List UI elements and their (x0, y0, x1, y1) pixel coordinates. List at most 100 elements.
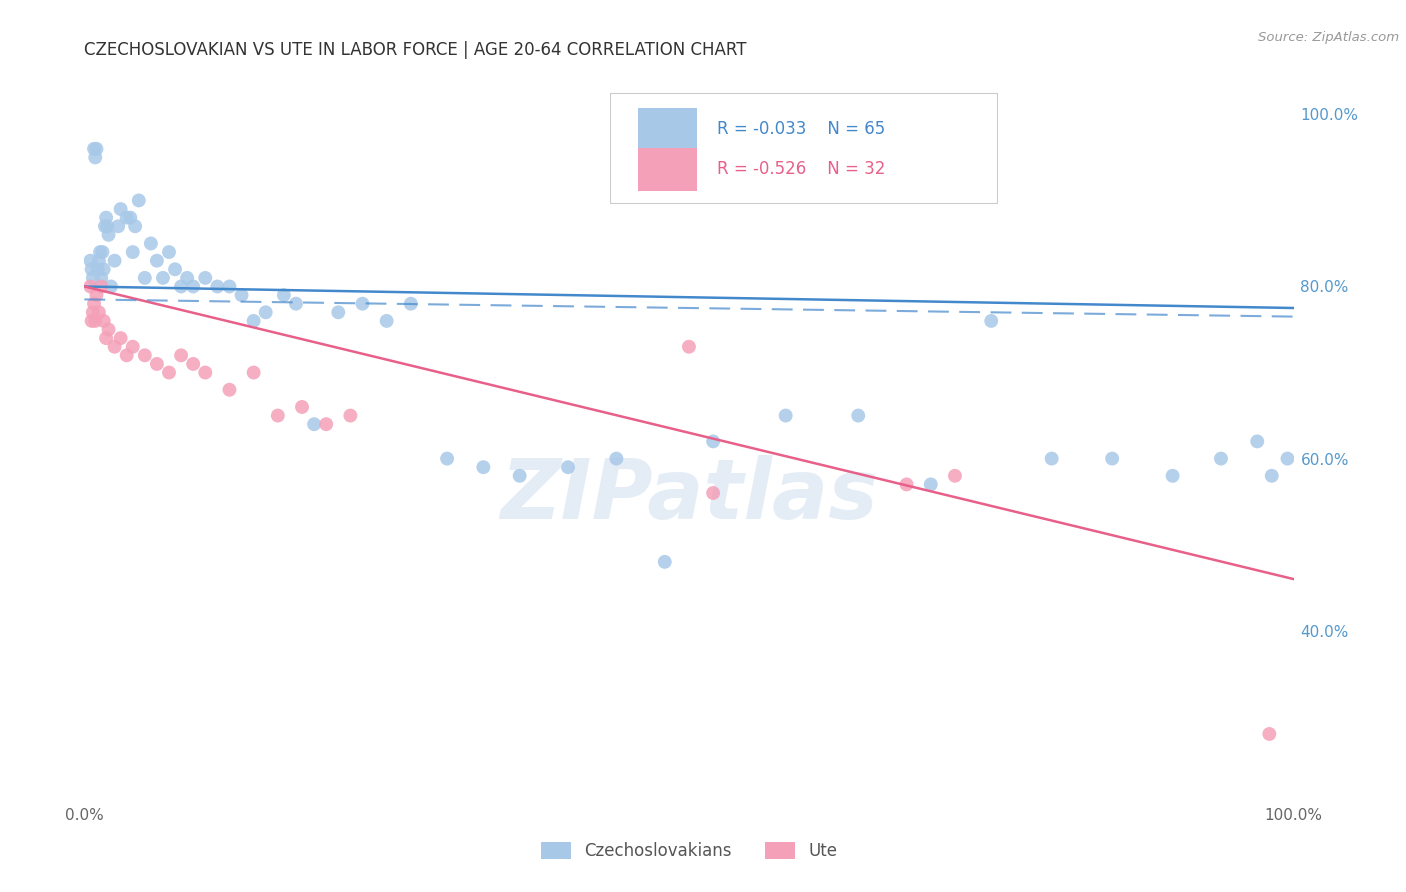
Text: R = -0.526    N = 32: R = -0.526 N = 32 (717, 160, 886, 178)
Point (181, 279, 204, 293)
Point (284, 296, 308, 310)
Point (242, 314, 264, 328)
Point (509, 468, 531, 483)
Point (328, 305, 350, 319)
Point (1261, 468, 1284, 483)
Point (218, 383, 240, 397)
Point (702, 486, 724, 500)
Point (1277, 451, 1299, 466)
Point (146, 357, 169, 371)
Point (115, 211, 138, 225)
Text: CZECHOSLOVAKIAN VS UTE IN LABOR FORCE | AGE 20-64 CORRELATION CHART: CZECHOSLOVAKIAN VS UTE IN LABOR FORCE | … (84, 41, 747, 59)
Point (83, 296, 105, 310)
Text: ZIPatlas: ZIPatlas (501, 455, 877, 536)
Point (1209, 451, 1232, 466)
Point (242, 366, 264, 380)
Point (94, 331, 117, 345)
Point (104, 340, 127, 354)
Point (352, 296, 374, 310)
Point (90, 271, 112, 285)
Point (100, 279, 122, 293)
Point (134, 348, 156, 362)
Point (436, 451, 458, 466)
Point (920, 477, 942, 491)
Point (1246, 434, 1268, 449)
Point (110, 331, 132, 345)
Point (97, 227, 120, 242)
Point (339, 409, 361, 423)
Point (86, 142, 108, 156)
Point (115, 348, 138, 362)
Point (775, 409, 797, 423)
Point (1161, 468, 1184, 483)
Point (165, 262, 187, 277)
Point (678, 340, 700, 354)
Point (218, 279, 240, 293)
Point (82, 271, 104, 285)
Point (1040, 451, 1063, 466)
Point (170, 279, 193, 293)
Point (94, 219, 117, 234)
Point (96, 219, 118, 234)
Point (79, 253, 101, 268)
Point (89, 245, 111, 260)
Point (104, 253, 127, 268)
FancyBboxPatch shape (638, 108, 697, 151)
Point (87, 253, 110, 268)
Point (181, 357, 204, 371)
Point (84, 150, 107, 164)
Point (1258, 727, 1281, 741)
Point (267, 409, 290, 423)
Point (157, 245, 180, 260)
Point (128, 194, 150, 208)
Point (107, 219, 129, 234)
Point (124, 219, 146, 234)
Point (170, 348, 193, 362)
Point (654, 555, 676, 569)
Point (702, 434, 724, 449)
Point (207, 279, 229, 293)
FancyBboxPatch shape (638, 147, 697, 191)
Point (557, 460, 579, 475)
Point (846, 409, 869, 423)
Point (82, 305, 104, 319)
Point (79, 279, 101, 293)
Point (84, 314, 107, 328)
Point (93, 262, 115, 277)
Point (90, 279, 112, 293)
Point (87, 305, 110, 319)
Text: R = -0.033    N = 65: R = -0.033 N = 65 (717, 120, 884, 138)
FancyBboxPatch shape (610, 94, 997, 203)
Point (86, 288, 108, 302)
Point (91, 245, 114, 260)
Point (80, 314, 103, 328)
Point (83, 142, 105, 156)
Point (273, 288, 295, 302)
Point (943, 468, 966, 483)
Legend: Czechoslovakians, Ute: Czechoslovakians, Ute (541, 842, 837, 860)
Point (152, 271, 174, 285)
Point (194, 271, 217, 285)
Point (157, 366, 180, 380)
Point (980, 314, 1002, 328)
Point (134, 271, 156, 285)
Point (97, 322, 120, 336)
Point (231, 288, 253, 302)
Point (375, 314, 398, 328)
Point (121, 245, 143, 260)
Point (86, 262, 108, 277)
Text: Source: ZipAtlas.com: Source: ZipAtlas.com (1258, 31, 1399, 45)
Point (472, 460, 495, 475)
Point (605, 451, 627, 466)
Point (80, 262, 103, 277)
Point (291, 400, 314, 414)
Point (139, 236, 162, 251)
Point (254, 305, 277, 319)
Point (146, 253, 169, 268)
Point (302, 417, 325, 432)
Point (315, 417, 337, 432)
Point (93, 314, 115, 328)
Point (176, 271, 198, 285)
Point (120, 211, 142, 225)
Point (94, 211, 117, 225)
